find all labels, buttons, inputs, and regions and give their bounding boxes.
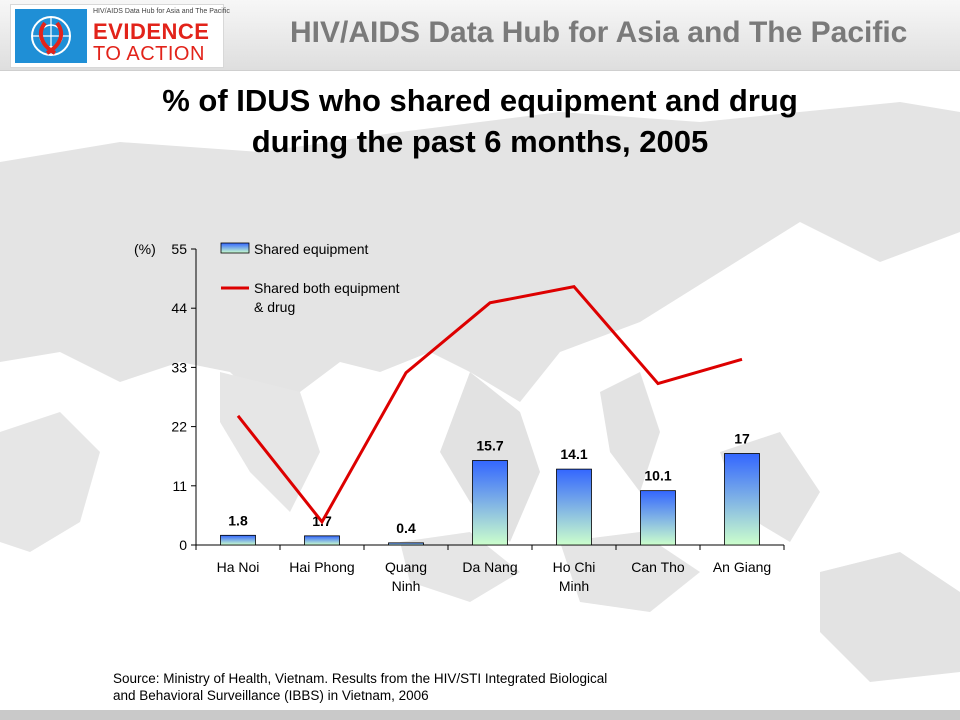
y-tick-label: 33 [171, 359, 187, 375]
legend-label-shared-both-line1: Shared both equipment [254, 280, 400, 296]
chart-legend: Shared equipment Shared both equipment & d… [220, 241, 400, 315]
un-emblem-icon [15, 9, 87, 63]
bar-data-label: 17 [734, 431, 750, 447]
x-tick-label: An Giang [713, 559, 771, 575]
x-tick-label: Minh [559, 578, 589, 594]
legend-swatch-shared-equipment [220, 242, 250, 254]
bar [556, 468, 592, 546]
x-tick-label: Ninh [392, 578, 421, 594]
asia-map-background [0, 102, 960, 682]
bar [640, 490, 676, 546]
chart-title-line1: % of IDUS who shared equipment and drug [162, 83, 798, 118]
y-tick-label: 55 [171, 241, 187, 257]
logo-small-text: HIV/AIDS Data Hub for Asia and The Pacif… [93, 8, 230, 15]
bar [220, 534, 256, 546]
x-tick-label: Can Tho [631, 559, 685, 575]
bar [304, 535, 340, 546]
bar [724, 453, 760, 546]
y-tick-label: 44 [171, 300, 187, 316]
x-tick-label: Quang [385, 559, 427, 575]
x-tick-label: Da Nang [462, 559, 517, 575]
bar-data-label: 10.1 [644, 468, 671, 484]
bar-data-label: 15.7 [476, 438, 503, 454]
logo-evidence: EVIDENCE [93, 19, 210, 44]
y-tick-label: 11 [172, 478, 187, 494]
bar-data-label: 1.8 [228, 512, 248, 528]
logo-to-action: TO ACTION [93, 43, 205, 65]
x-tick-label: Ha Noi [217, 559, 260, 575]
hub-title: HIV/AIDS Data Hub for Asia and The Pacif… [290, 16, 908, 49]
line-series [236, 285, 743, 525]
bar [472, 460, 508, 546]
legend-label-shared-both-line2: & drug [254, 299, 295, 315]
bar-data-label: 0.4 [396, 520, 416, 536]
bar-data-label: 14.1 [560, 446, 587, 462]
y-tick-label: 22 [171, 419, 187, 435]
chart-axes: 0 11 22 33 44 55 (%) Ha Noi Hai Phong Quang Ninh Da… [134, 241, 785, 594]
x-tick-label: Hai Phong [289, 559, 354, 575]
x-tick-label: Ho Chi [553, 559, 596, 575]
bar-series: 1.8 1.7 0.415.714.110.117 [220, 431, 760, 546]
header-banner: HIV/AIDS Data Hub for Asia and The Pacif… [0, 0, 960, 71]
y-axis-label: (%) [134, 241, 156, 257]
chart-title-line2: during the past 6 months, 2005 [251, 124, 709, 159]
source-note: Source: Ministry of Health, Vietnam. Res… [113, 670, 713, 704]
bar [388, 542, 424, 546]
legend-label-shared-equipment: Shared equipment [254, 241, 369, 257]
bottom-rule [0, 710, 960, 720]
source-line2: and Behavioral Surveillance (IBBS) in Vi… [113, 688, 429, 703]
source-line1: Source: Ministry of Health, Vietnam. Res… [113, 671, 608, 686]
chart-title: % of IDUS who shared equipment and drug … [0, 80, 960, 162]
y-tick-label: 0 [179, 537, 187, 553]
evidence-to-action-logo: HIV/AIDS Data Hub for Asia and The Pacif… [10, 4, 230, 68]
line-series-path [236, 285, 743, 525]
